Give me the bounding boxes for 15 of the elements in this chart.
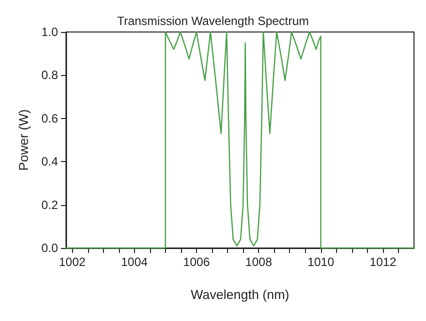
y-axis-title: Power (W) bbox=[16, 109, 31, 171]
x-tick-label: 1010 bbox=[307, 255, 334, 269]
x-tick-label: 1012 bbox=[370, 255, 397, 269]
y-tick-label: 1.0 bbox=[41, 25, 58, 39]
y-tick-label: 0.6 bbox=[41, 111, 58, 126]
y-tick-label: 0.8 bbox=[41, 68, 58, 82]
x-tick-label: 1004 bbox=[121, 255, 148, 269]
x-tick-label: 1006 bbox=[183, 255, 210, 269]
chart-title: Transmission Wavelength Spectrum bbox=[117, 14, 309, 28]
x-tick-label: 1002 bbox=[58, 255, 86, 269]
y-tick-label: 0.0 bbox=[41, 241, 58, 255]
x-tick-label: 1008 bbox=[245, 255, 272, 269]
y-tick-label: 0.4 bbox=[41, 154, 58, 169]
x-axis-title: Wavelength (nm) bbox=[190, 287, 290, 302]
y-tick-label: 0.2 bbox=[41, 198, 58, 212]
